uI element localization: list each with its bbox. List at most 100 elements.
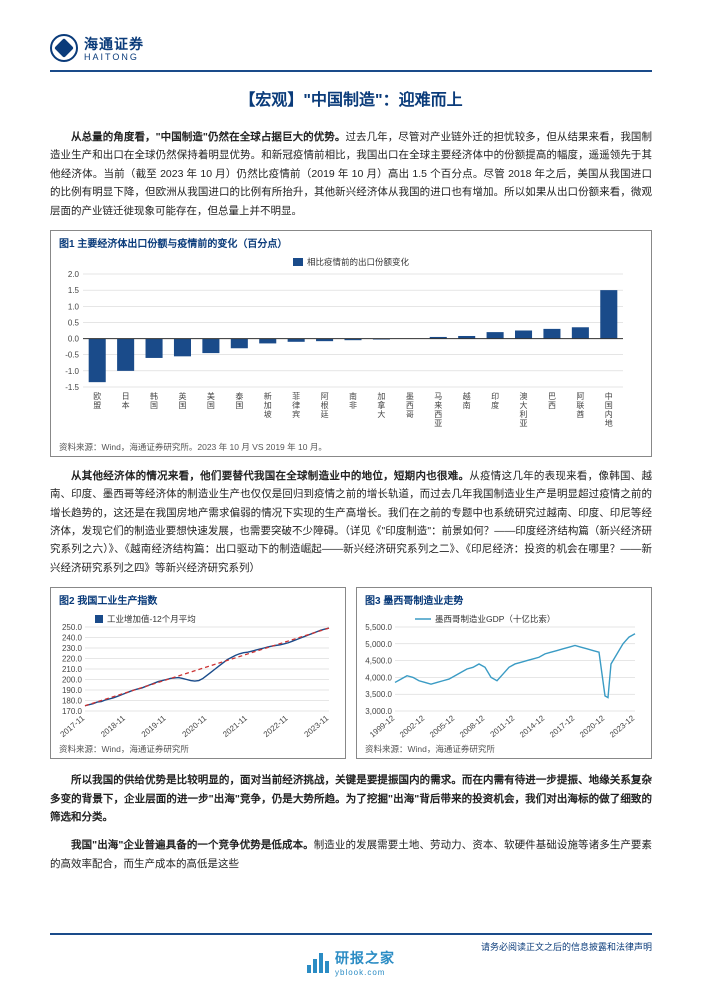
- svg-text:2020-11: 2020-11: [180, 713, 208, 739]
- header: 海通证券 HAITONG: [50, 30, 652, 66]
- header-rule: [50, 70, 652, 72]
- svg-text:西: 西: [406, 401, 414, 410]
- svg-text:内: 内: [605, 409, 613, 419]
- svg-text:哥: 哥: [406, 410, 414, 419]
- chart-2-source: 资料来源：Wind，海通证券研究所: [51, 741, 345, 758]
- para2-lead: 从其他经济体的情况来看，他们要替代我国在全球制造业中的地位，短期内也很难。: [71, 470, 469, 482]
- haitong-logo-icon: [50, 34, 78, 62]
- para1-body: 过去几年，尽管对产业链外迁的担忧较多，但从结果来看，我国制造业生产和出口在全球仍…: [50, 131, 652, 217]
- logo-text-en: HAITONG: [84, 52, 144, 62]
- svg-text:非: 非: [349, 400, 357, 410]
- svg-text:2020-12: 2020-12: [578, 713, 607, 739]
- svg-text:加: 加: [377, 391, 385, 401]
- paragraph-2: 从其他经济体的情况来看，他们要替代我国在全球制造业中的地位，短期内也很难。从疫情…: [50, 467, 652, 577]
- svg-text:韩: 韩: [150, 391, 158, 401]
- svg-text:泰: 泰: [235, 391, 243, 401]
- svg-text:越: 越: [463, 391, 471, 401]
- svg-text:2023-11: 2023-11: [302, 713, 330, 739]
- chart-1-container: 图1 主要经济体出口份额与疫情前的变化（百分点） -1.5 -1.0 -0.5 0.0…: [50, 230, 652, 457]
- svg-text:2018-11: 2018-11: [99, 713, 127, 739]
- svg-text:200.0: 200.0: [62, 676, 83, 685]
- svg-text:1999-12: 1999-12: [368, 713, 397, 739]
- svg-text:4,500.0: 4,500.0: [365, 657, 392, 666]
- svg-text:马: 马: [434, 392, 442, 401]
- svg-text:西: 西: [434, 410, 442, 419]
- svg-text:印: 印: [491, 392, 499, 401]
- watermark-cn: 研报之家: [335, 948, 395, 968]
- svg-text:来: 来: [434, 401, 442, 410]
- svg-text:0.0: 0.0: [68, 334, 80, 343]
- svg-text:盟: 盟: [93, 401, 101, 410]
- svg-text:2019-11: 2019-11: [140, 713, 168, 739]
- svg-text:律: 律: [292, 400, 300, 410]
- svg-text:4,000.0: 4,000.0: [365, 674, 392, 683]
- svg-text:1.5: 1.5: [68, 286, 80, 295]
- svg-text:根: 根: [321, 400, 329, 410]
- svg-text:2022-11: 2022-11: [262, 713, 290, 739]
- svg-text:2021-11: 2021-11: [221, 713, 249, 739]
- svg-text:2.0: 2.0: [68, 270, 80, 279]
- logo-text-cn: 海通证券: [84, 34, 144, 54]
- svg-text:亚: 亚: [520, 419, 528, 428]
- svg-text:3,500.0: 3,500.0: [365, 690, 392, 699]
- paragraph-3: 所以我国的供给优势是比较明显的，面对当前经济挑战，关键是要提振国内的需求。而在内…: [50, 771, 652, 826]
- svg-text:相比疫情前的出口份额变化: 相比疫情前的出口份额变化: [307, 257, 410, 267]
- chart-2-body: 170.0180.0190.0200.0210.0220.0230.0240.0…: [51, 611, 345, 741]
- watermark: 研报之家 yblook.com: [307, 948, 395, 977]
- svg-text:230.0: 230.0: [62, 644, 83, 653]
- paragraph-1: 从总量的角度看，"中国制造"仍然在全球占据巨大的优势。过去几年，尽管对产业链外迁…: [50, 128, 652, 220]
- svg-text:欧: 欧: [93, 391, 101, 401]
- svg-text:国: 国: [178, 401, 186, 410]
- svg-text:大: 大: [520, 400, 528, 410]
- para2-body: 从疫情这几年的表现来看，像韩国、越南、印度、墨西哥等经济体的制造业生产也仅仅是回…: [50, 470, 652, 574]
- svg-text:阿: 阿: [576, 392, 584, 401]
- svg-text:190.0: 190.0: [62, 686, 83, 695]
- svg-text:廷: 廷: [321, 409, 329, 419]
- svg-text:-1.5: -1.5: [65, 383, 79, 392]
- svg-text:210.0: 210.0: [62, 665, 83, 674]
- svg-text:本: 本: [122, 400, 130, 410]
- svg-text:英: 英: [178, 391, 186, 401]
- para3-body: 所以我国的供给优势是比较明显的，面对当前经济挑战，关键是要提振国内的需求。而在内…: [50, 774, 652, 823]
- chart-2-container: 图2 我国工业生产指数 170.0180.0190.0200.0210.0220…: [50, 587, 346, 761]
- svg-text:宾: 宾: [292, 409, 300, 419]
- para4-lead: 我国"出海"企业普遍具备的一个竞争优势是低成本。: [71, 839, 314, 851]
- chart-3-body: 3,000.03,500.04,000.04,500.05,000.05,500…: [357, 611, 651, 741]
- watermark-bars-icon: [307, 953, 329, 973]
- svg-text:2014-12: 2014-12: [518, 713, 547, 739]
- svg-text:2017-12: 2017-12: [548, 713, 577, 739]
- svg-text:墨: 墨: [406, 392, 414, 401]
- svg-text:-0.5: -0.5: [65, 351, 79, 360]
- svg-text:度: 度: [491, 400, 499, 410]
- chart-3-container: 图3 墨西哥制造业走势 3,000.03,500.04,000.04,500.0…: [356, 587, 652, 761]
- svg-text:南: 南: [463, 400, 471, 410]
- svg-text:2005-12: 2005-12: [428, 713, 457, 739]
- svg-text:阿: 阿: [321, 392, 329, 401]
- svg-text:坡: 坡: [264, 409, 272, 419]
- svg-text:1.0: 1.0: [68, 302, 80, 311]
- chart-1-source: 资料来源：Wind，海通证券研究所。2023 年 10 月 VS 2019 年 …: [51, 439, 651, 456]
- svg-text:0.5: 0.5: [68, 318, 80, 327]
- svg-text:2023-12: 2023-12: [608, 713, 637, 739]
- svg-text:250.0: 250.0: [62, 623, 83, 632]
- svg-text:180.0: 180.0: [62, 697, 83, 706]
- charts-row: 图2 我国工业生产指数 170.0180.0190.0200.0210.0220…: [50, 587, 652, 761]
- footer-disclaimer: 请务必阅读正文之后的信息披露和法律声明: [481, 940, 652, 953]
- svg-text:西: 西: [548, 401, 556, 410]
- svg-text:利: 利: [520, 409, 528, 419]
- page-root: 海通证券 HAITONG 【宏观】"中国制造"：迎难而上 从总量的角度看，"中国…: [0, 0, 702, 991]
- footer-rule: [50, 933, 652, 935]
- svg-text:240.0: 240.0: [62, 634, 83, 643]
- svg-text:2008-12: 2008-12: [458, 713, 487, 739]
- chart-3-source: 资料来源：Wind，海通证券研究所: [357, 741, 651, 758]
- svg-text:大: 大: [377, 409, 385, 419]
- para1-lead: 从总量的角度看，"中国制造"仍然在全球占据巨大的优势。: [71, 131, 345, 143]
- svg-text:拿: 拿: [377, 400, 385, 410]
- svg-text:国: 国: [207, 401, 215, 410]
- chart-1-title: 图1 主要经济体出口份额与疫情前的变化（百分点）: [51, 231, 651, 254]
- svg-text:工业增加值-12个月平均: 工业增加值-12个月平均: [107, 614, 196, 624]
- page-title: 【宏观】"中国制造"：迎难而上: [50, 86, 652, 110]
- chart-3-title: 图3 墨西哥制造业走势: [357, 588, 651, 611]
- svg-text:5,500.0: 5,500.0: [365, 623, 392, 632]
- svg-text:-1.0: -1.0: [65, 367, 79, 376]
